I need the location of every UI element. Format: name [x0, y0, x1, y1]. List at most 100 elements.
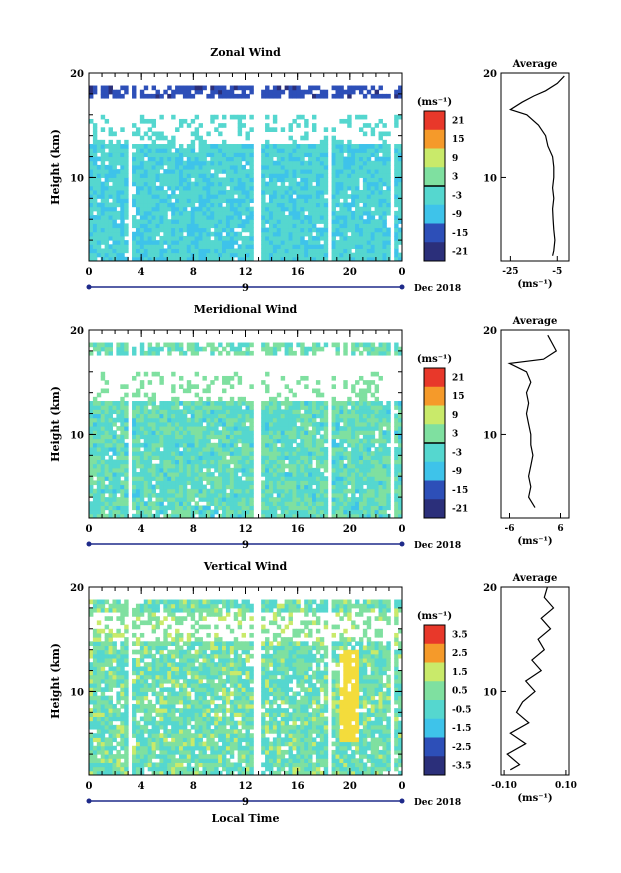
- heatmap-cell: [222, 198, 227, 204]
- heatmap-cell: [96, 628, 102, 634]
- heatmap-cell: [386, 413, 391, 419]
- heatmap-cell: [276, 459, 282, 465]
- heatmap-cell: [304, 405, 309, 410]
- heatmap-cell: [347, 472, 352, 477]
- heatmap-cell: [308, 505, 313, 511]
- heatmap-cell: [272, 434, 278, 440]
- heatmap-cell: [366, 417, 372, 423]
- heatmap-cell: [319, 513, 325, 519]
- heatmap-cell: [92, 202, 98, 208]
- heatmap-cell: [304, 455, 309, 461]
- heatmap-cell: [175, 227, 180, 233]
- heatmap-cell: [398, 93, 403, 99]
- heatmap-cell: [245, 206, 250, 212]
- heatmap-cell: [292, 497, 297, 502]
- heatmap-cell: [284, 488, 290, 494]
- heatmap-cell: [155, 451, 160, 456]
- heatmap-cell: [104, 85, 110, 91]
- heatmap-cell: [276, 206, 282, 212]
- heatmap-cell: [151, 223, 157, 229]
- heatmap-cell: [245, 405, 250, 410]
- heatmap-cell: [308, 227, 313, 233]
- heatmap-cell: [319, 497, 325, 502]
- heatmap-cell: [159, 177, 164, 183]
- heatmap-cell: [135, 509, 141, 515]
- heatmap-cell: [233, 219, 239, 224]
- heatmap-cell: [241, 256, 246, 262]
- heatmap-cell: [96, 632, 102, 638]
- heatmap-cell: [335, 194, 340, 199]
- heatmap-cell: [288, 248, 293, 254]
- heatmap-cell: [351, 501, 356, 506]
- heatmap-cell: [218, 451, 223, 456]
- heatmap-cell: [92, 256, 98, 262]
- heatmap-cell: [335, 467, 340, 473]
- heatmap-cell: [394, 497, 399, 502]
- heatmap-cell: [265, 189, 270, 195]
- heatmap-cell: [370, 434, 376, 440]
- heatmap-cell: [198, 421, 203, 427]
- heatmap-cell: [206, 256, 211, 262]
- heatmap-cell: [323, 455, 329, 461]
- heatmap-cell: [300, 513, 305, 519]
- heatmap-cell: [167, 148, 172, 153]
- heatmap-cell: [139, 417, 145, 423]
- heatmap-cell: [167, 442, 172, 448]
- heatmap-cell: [214, 219, 219, 224]
- heatmap-cell: [366, 189, 372, 195]
- heatmap-cell: [292, 89, 297, 95]
- heatmap-cell: [378, 144, 383, 149]
- heatmap-cell: [398, 346, 403, 352]
- heatmap-cell: [198, 169, 203, 174]
- heatmap-cell: [358, 405, 364, 410]
- heatmap-cell: [139, 169, 145, 174]
- heatmap-cell: [343, 467, 348, 473]
- heatmap-cell: [132, 89, 137, 95]
- heatmap-cell: [100, 459, 106, 465]
- heatmap-cell: [276, 467, 282, 473]
- heatmap-cell: [249, 459, 254, 465]
- heatmap-cell: [343, 198, 348, 204]
- heatmap-cell: [120, 198, 125, 204]
- heatmap-cell: [225, 380, 231, 385]
- heatmap-cell: [280, 198, 286, 204]
- heatmap-cell: [276, 455, 282, 461]
- heatmap-cell: [382, 513, 387, 519]
- heatmap-cell: [186, 235, 192, 241]
- heatmap-cells: [89, 85, 403, 262]
- heatmap-cell: [304, 451, 309, 456]
- heatmap-cell: [147, 156, 153, 162]
- heatmap-cell: [92, 497, 98, 502]
- heatmap-cell: [304, 252, 309, 258]
- heatmap-cell: [218, 248, 223, 254]
- heatmap-cell: [108, 185, 113, 191]
- heatmap-cell: [210, 210, 215, 216]
- heatmap-cell: [100, 252, 106, 258]
- heatmap-cell: [198, 505, 203, 511]
- heatmap-cell: [319, 244, 325, 249]
- x-tick-label: 16: [291, 524, 305, 535]
- heatmap-cell: [308, 442, 313, 448]
- heatmap-cell: [315, 405, 321, 410]
- heatmap-cell: [276, 93, 282, 99]
- date-label: Dec 2018: [414, 541, 461, 551]
- heatmap-cell: [331, 219, 336, 224]
- heatmap-cell: [194, 219, 200, 224]
- heatmap-cell: [147, 342, 153, 348]
- heatmap-cell: [398, 467, 403, 473]
- heatmap-cell: [261, 235, 266, 241]
- heatmap-cell: [362, 346, 368, 352]
- heatmap-cell: [362, 189, 368, 195]
- heatmap-cell: [304, 256, 309, 262]
- heatmap-cell: [198, 206, 203, 212]
- heatmap-cell: [351, 144, 356, 149]
- heatmap-cell: [358, 148, 364, 153]
- heatmap-cell: [139, 202, 145, 208]
- heatmap-cell: [280, 476, 286, 481]
- heatmap-cell: [319, 185, 325, 191]
- heatmap-cell: [190, 384, 196, 389]
- heatmap-cell: [339, 509, 344, 515]
- heatmap-cell: [100, 417, 106, 423]
- heatmap-cell: [143, 438, 149, 444]
- heatmap-cell: [331, 492, 336, 498]
